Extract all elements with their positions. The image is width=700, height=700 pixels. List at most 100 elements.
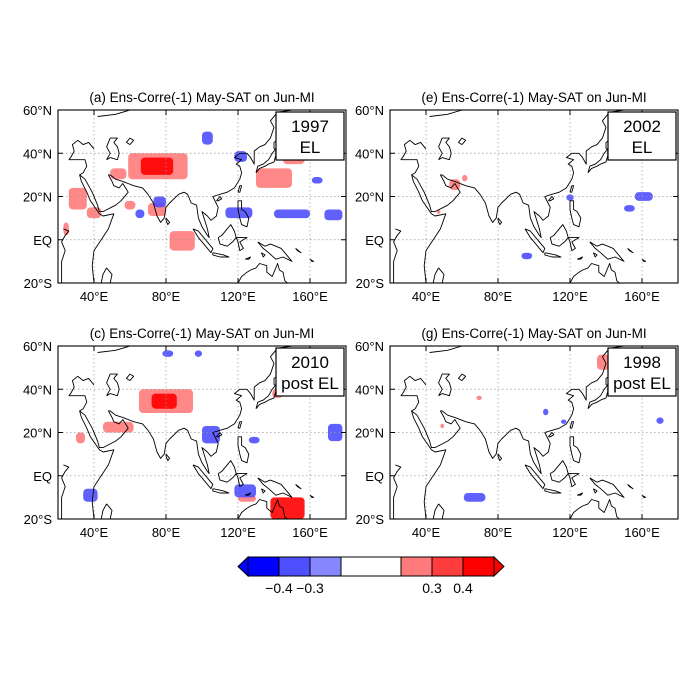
colorbar: −0.4 −0.3 0.3 0.4	[237, 555, 505, 596]
coastline	[260, 252, 266, 258]
x-tick-label: 40°E	[80, 525, 109, 540]
panel-title: (c) Ens-Corre(-1) May-SAT on Jun-MI	[90, 326, 315, 341]
event-box	[607, 347, 677, 397]
colorbar-label: 0.4	[453, 580, 473, 596]
y-tick-label: 20°N	[23, 190, 52, 205]
panel-title: (e) Ens-Corre(-1) May-SAT on Jun-MI	[421, 90, 646, 105]
coastline	[400, 395, 447, 519]
coastline	[236, 263, 289, 283]
correlation-patch	[462, 174, 468, 182]
coastline	[260, 488, 266, 494]
y-tick-label: 20°S	[356, 512, 385, 527]
coastline	[237, 185, 243, 193]
correlation-patch	[86, 207, 102, 219]
coastline	[577, 492, 584, 496]
colorbar-label: 0.3	[422, 580, 442, 596]
coastline	[106, 373, 120, 397]
x-tick-label: 80°E	[152, 525, 181, 540]
coastline	[411, 346, 625, 475]
correlation-patch	[234, 151, 247, 162]
event-box-line: 1997	[291, 117, 329, 136]
correlation-patch	[140, 157, 174, 175]
coastline	[192, 464, 214, 490]
coastline	[568, 499, 621, 519]
coastline	[568, 263, 621, 283]
y-tick-label: 20°S	[24, 276, 53, 291]
map-area	[58, 110, 346, 283]
event-box-line: post EL	[281, 374, 339, 393]
correlation-patch	[521, 252, 533, 260]
coastline	[79, 110, 293, 239]
x-tick-label: 80°E	[484, 289, 513, 304]
coastline	[438, 137, 452, 161]
coastline	[309, 258, 315, 262]
y-tick-label: 20°N	[23, 426, 52, 441]
y-tick-label: 60°N	[355, 339, 384, 354]
coastline	[245, 492, 252, 496]
correlation-patch	[76, 432, 85, 444]
colorbar-swatch	[462, 556, 495, 577]
coastline	[61, 464, 70, 519]
coastline	[165, 453, 171, 462]
y-tick-label: 20°S	[24, 512, 53, 527]
coastline	[457, 373, 467, 381]
correlation-patch	[440, 423, 444, 429]
coastline	[524, 228, 546, 254]
coastline	[549, 224, 569, 247]
y-tick-label: 60°N	[23, 339, 52, 354]
coastline	[295, 484, 302, 490]
correlation-patch	[449, 179, 461, 191]
panel-title: (a) Ens-Corre(-1) May-SAT on Jun-MI	[89, 90, 314, 105]
coastline	[217, 224, 237, 247]
coastline	[497, 453, 503, 462]
colorbar-swatch	[431, 556, 464, 577]
coastline	[577, 256, 584, 260]
x-tick-label: 120°E	[552, 289, 588, 304]
correlation-patch	[248, 436, 260, 444]
correlation-patch	[476, 395, 482, 401]
colorbar-label: −0.4	[265, 580, 293, 596]
y-tick-label: 20°S	[356, 276, 385, 291]
coastline	[236, 499, 289, 519]
coastline	[79, 346, 293, 475]
x-tick-label: 160°E	[624, 525, 660, 540]
coastline	[165, 217, 171, 226]
coastline	[589, 477, 625, 498]
coastline	[400, 375, 427, 396]
coastline	[309, 494, 315, 498]
correlation-patch	[656, 417, 664, 424]
coastline	[544, 488, 562, 494]
event-box-line: 2010	[291, 353, 329, 372]
coastline	[106, 137, 120, 161]
y-tick-label: 40°N	[355, 146, 384, 161]
coastline	[217, 460, 237, 483]
coastline	[237, 421, 243, 429]
x-tick-label: 40°E	[412, 525, 441, 540]
correlation-patch	[194, 350, 202, 357]
correlation-patch	[153, 196, 166, 208]
coastline	[497, 217, 503, 226]
coastline	[587, 384, 609, 409]
correlation-patch	[202, 426, 220, 444]
correlation-patch	[274, 209, 310, 219]
coastline	[641, 494, 647, 498]
correlation-patch	[169, 231, 195, 251]
coastline	[569, 200, 582, 228]
correlation-patch	[151, 393, 177, 409]
coastline	[97, 346, 131, 353]
correlation-patch	[561, 419, 567, 424]
coastline	[627, 248, 634, 254]
coastline	[641, 258, 647, 262]
y-tick-label: 20°N	[355, 426, 384, 441]
event-box-line: EL	[632, 138, 653, 157]
coastline	[457, 137, 467, 145]
coastline	[237, 200, 250, 228]
coastline	[192, 228, 214, 254]
coastline	[97, 110, 131, 117]
correlation-patch	[68, 187, 87, 210]
y-tick-label: EQ	[33, 233, 52, 248]
y-tick-label: EQ	[365, 233, 384, 248]
coastline	[400, 159, 447, 283]
y-tick-label: 40°N	[355, 382, 384, 397]
y-tick-label: EQ	[365, 469, 384, 484]
